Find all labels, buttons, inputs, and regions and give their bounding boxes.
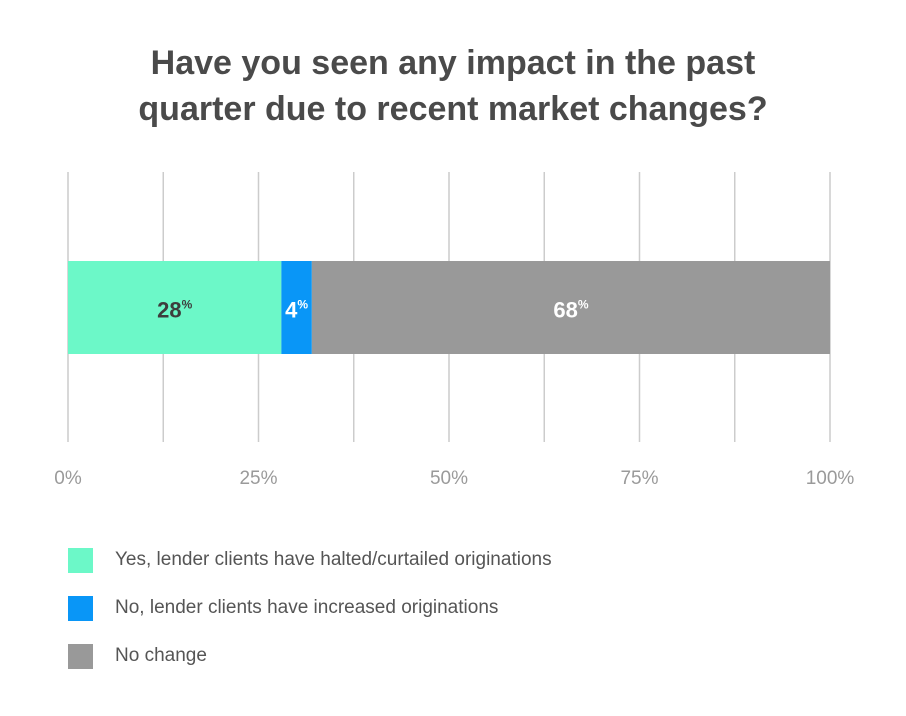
legend-label-increased: No, lender clients have increased origin… — [115, 597, 499, 618]
legend-swatch-increased — [68, 595, 93, 621]
legend: Yes, lender clients have halted/curtaile… — [68, 547, 552, 692]
bar-segment-1 — [281, 261, 312, 354]
chart-title-line-1: Have you seen any impact in the past — [150, 44, 756, 82]
legend-item-increased: No, lender clients have increased origin… — [68, 595, 552, 621]
legend-item-no-change: No change — [68, 643, 552, 669]
chart-title: Have you seen any impact in the past qua… — [0, 40, 906, 132]
chart-title-line-2: quarter due to recent market changes? — [138, 90, 768, 128]
bar-segment-0 — [68, 261, 282, 354]
legend-item-halted: Yes, lender clients have halted/curtaile… — [68, 547, 552, 573]
x-tick-label: 100% — [806, 468, 855, 489]
stacked-bar-chart: 28% 4% 68%0% 25% 50% 75% 100% — [54, 172, 855, 489]
legend-label-no-change: No change — [115, 645, 207, 666]
legend-swatch-no-change — [68, 643, 93, 669]
x-tick-label: 25% — [239, 468, 277, 489]
bar-segment-2 — [311, 261, 831, 354]
x-tick-label: 50% — [430, 468, 468, 489]
x-tick-label: 75% — [620, 468, 658, 489]
legend-label-halted: Yes, lender clients have halted/curtaile… — [115, 549, 552, 570]
legend-swatch-halted — [68, 547, 93, 573]
x-tick-label: 0% — [54, 468, 82, 489]
